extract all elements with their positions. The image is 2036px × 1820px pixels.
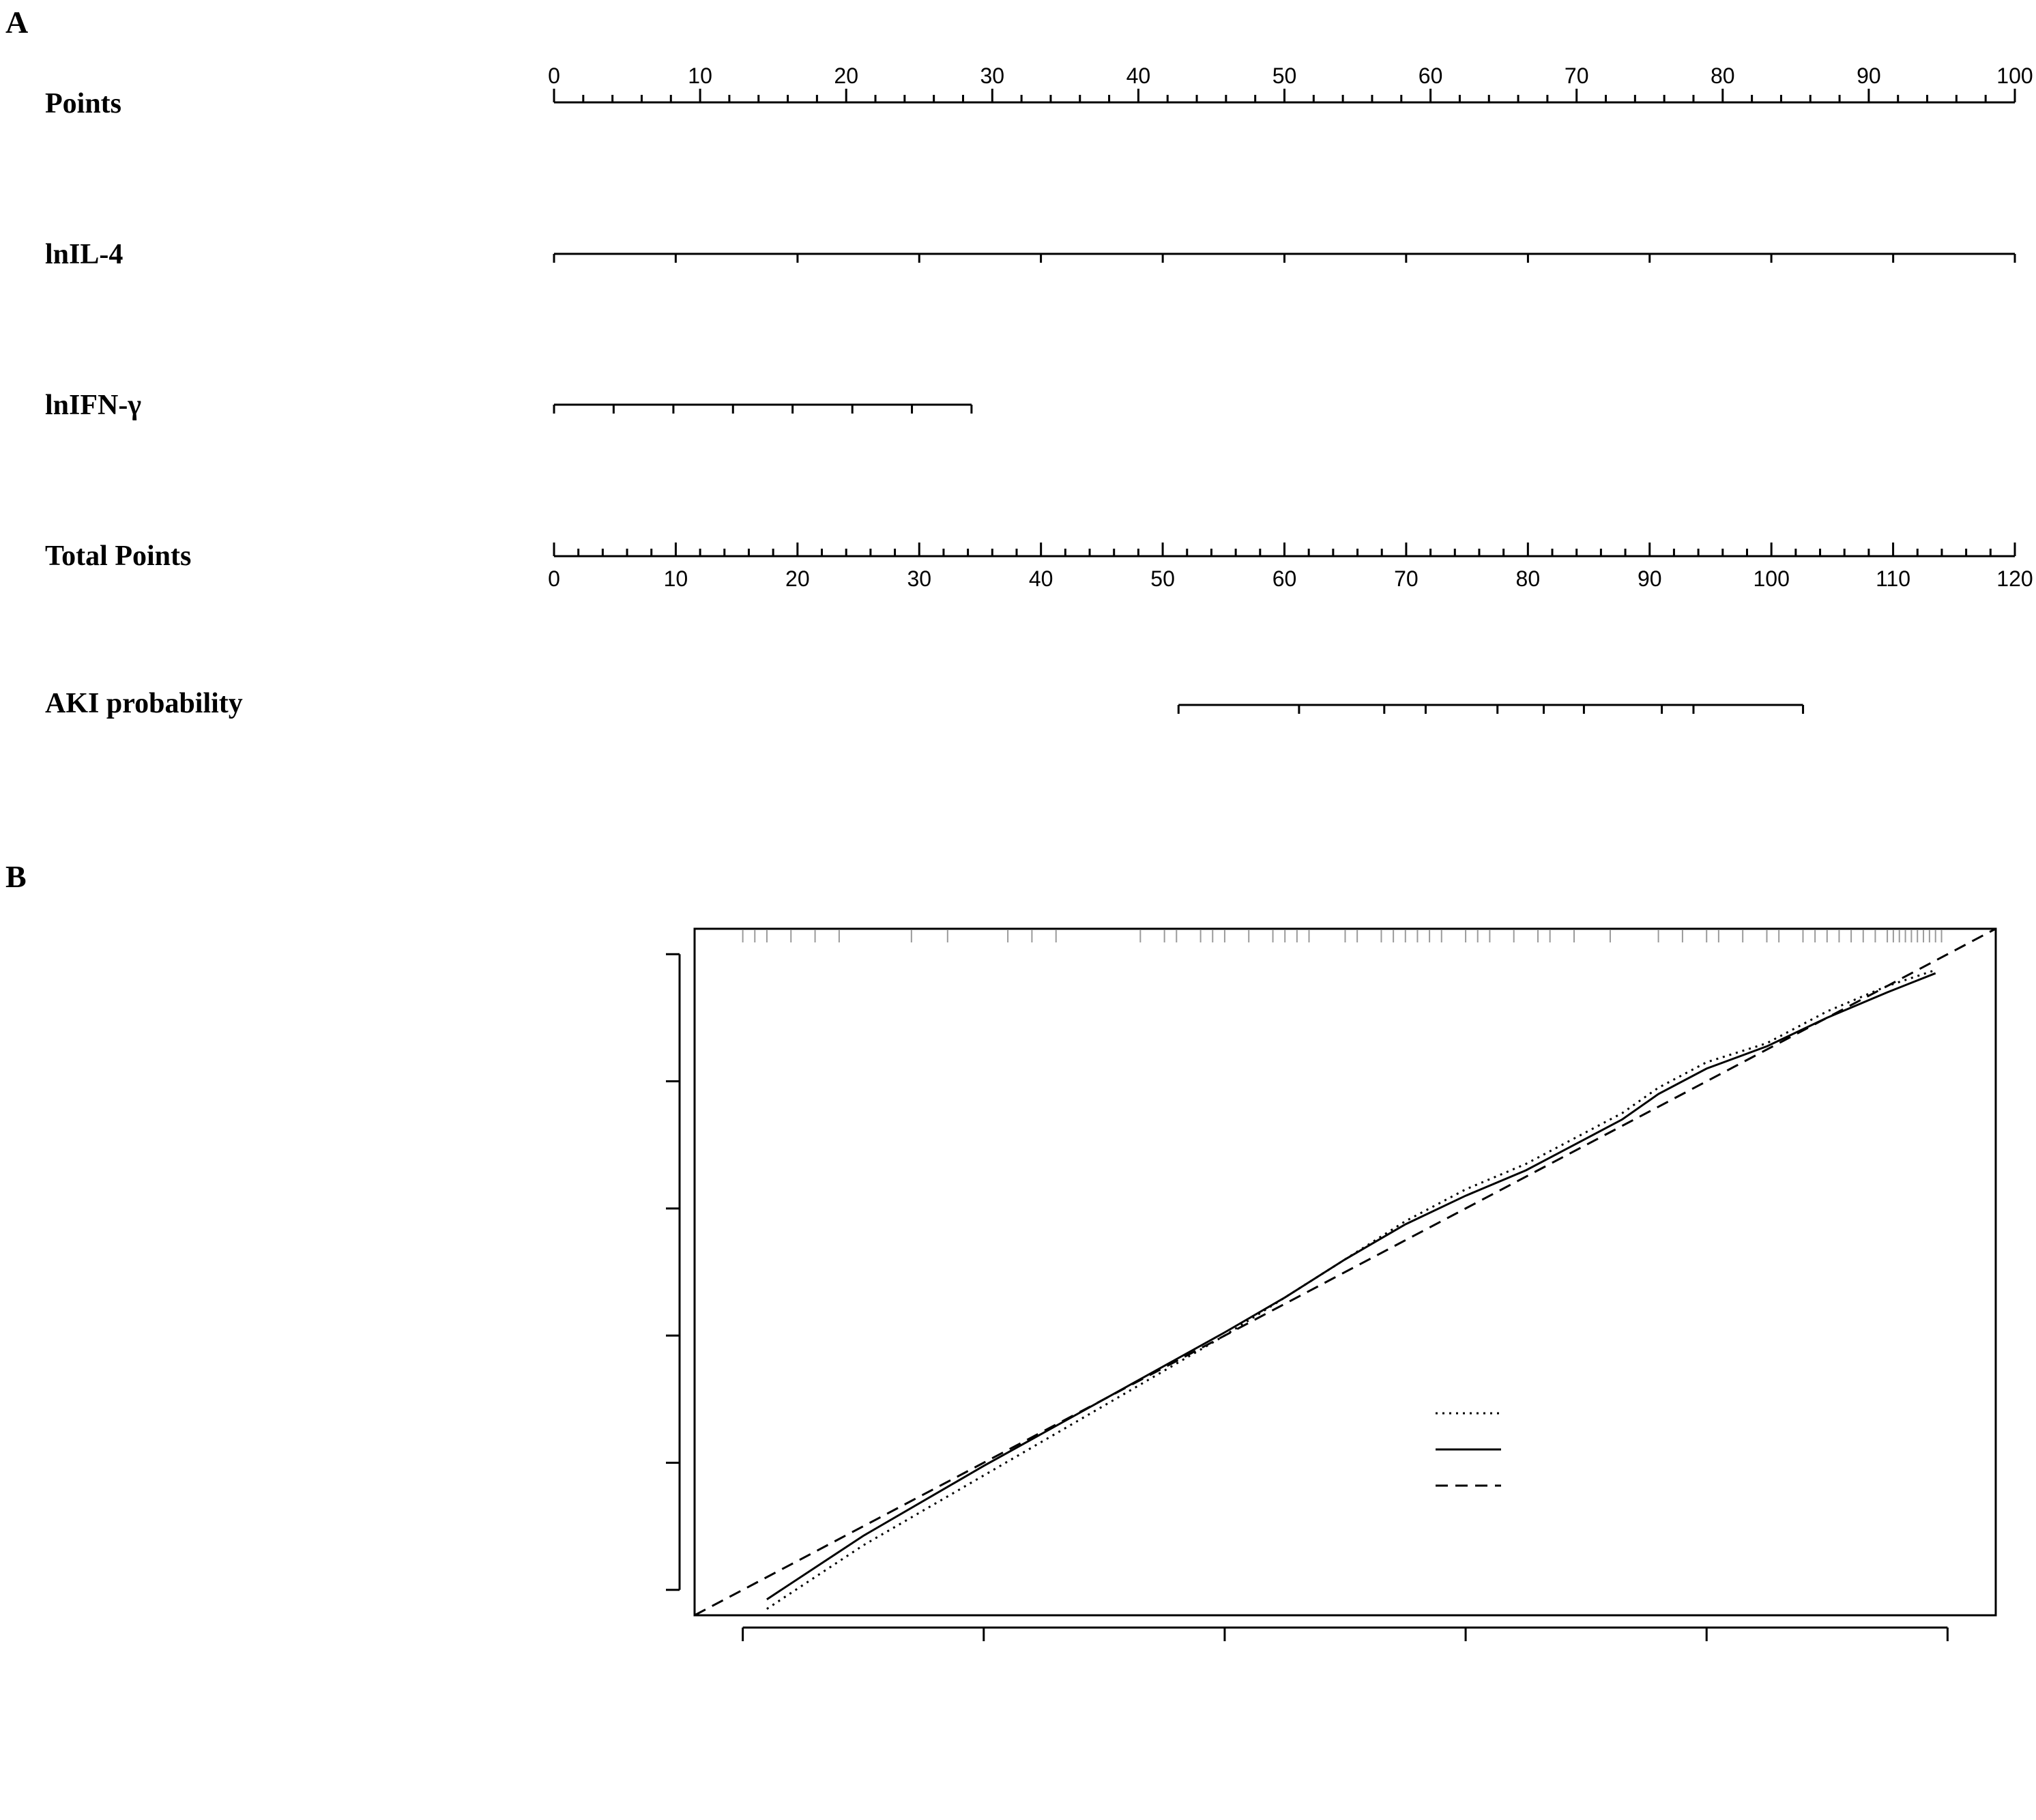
tick-label: 40 bbox=[1126, 63, 1151, 88]
tick-label: 110 bbox=[1876, 566, 1910, 591]
panel-label-a: A bbox=[5, 5, 28, 40]
tick-label: 0 bbox=[548, 63, 560, 88]
series-line-solid bbox=[766, 972, 1936, 1600]
tick-label: 20 bbox=[834, 63, 858, 88]
row-label: Total Points bbox=[45, 540, 191, 572]
tick-label: 10 bbox=[688, 63, 712, 88]
tick-label: 120 bbox=[1996, 566, 2033, 591]
row-label: AKI probability bbox=[45, 688, 243, 719]
row-label: Points bbox=[45, 88, 121, 119]
tick-label: 10 bbox=[664, 566, 688, 591]
tick-label: 0 bbox=[548, 566, 560, 591]
plot-frame bbox=[693, 927, 1997, 1617]
tick-label: 100 bbox=[1996, 63, 2033, 88]
series-line-dotted bbox=[766, 969, 1936, 1610]
row-label: lnIL-4 bbox=[45, 239, 123, 270]
tick-label: 90 bbox=[1638, 566, 1662, 591]
tick-label: 70 bbox=[1394, 566, 1419, 591]
tick-label: 60 bbox=[1272, 566, 1297, 591]
tick-label: 50 bbox=[1272, 63, 1297, 88]
tick-label: 90 bbox=[1857, 63, 1881, 88]
tick-label: 40 bbox=[1029, 566, 1053, 591]
tick-label: 50 bbox=[1150, 566, 1175, 591]
calibration-plot bbox=[666, 927, 1997, 1641]
panel-label-b: B bbox=[5, 859, 27, 894]
tick-label: 80 bbox=[1516, 566, 1541, 591]
tick-label: 20 bbox=[785, 566, 810, 591]
tick-label: 30 bbox=[980, 63, 1005, 88]
tick-label: 60 bbox=[1419, 63, 1443, 88]
series-line-dashed bbox=[695, 929, 1996, 1615]
tick-label: 100 bbox=[1753, 566, 1789, 591]
tick-label: 80 bbox=[1711, 63, 1735, 88]
tick-label: 70 bbox=[1565, 63, 1589, 88]
row-label: lnIFN-γ bbox=[45, 390, 141, 421]
tick-label: 30 bbox=[907, 566, 931, 591]
